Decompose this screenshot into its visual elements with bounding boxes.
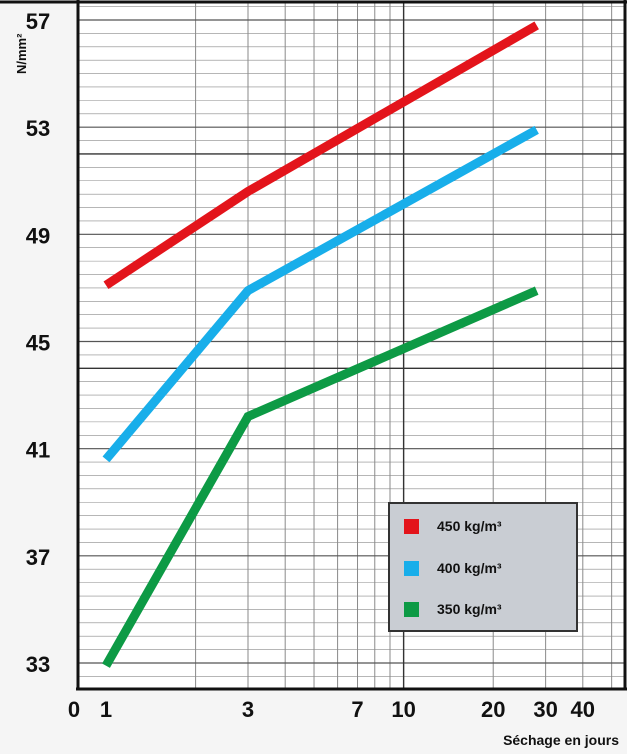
x-tick-label: 30 <box>533 697 557 722</box>
y-tick-label: 53 <box>26 116 50 141</box>
y-tick-label: 37 <box>26 545 50 570</box>
x-tick-label: 7 <box>351 697 363 722</box>
legend-label-350: 350 kg/m³ <box>437 601 502 617</box>
series-line-1 <box>102 125 539 463</box>
y-tick-label: 45 <box>26 331 50 356</box>
y-tick-label: 57 <box>26 9 50 34</box>
x-axis-label: Séchage en jours <box>503 732 619 748</box>
legend-label-400: 400 kg/m³ <box>437 560 502 576</box>
x-tick-label: 20 <box>481 697 505 722</box>
x-tick-label: 3 <box>242 697 254 722</box>
legend-label-450: 450 kg/m³ <box>437 518 502 534</box>
x-tick-label: 0 <box>68 697 80 722</box>
x-tick-label: 40 <box>571 697 595 722</box>
series-line-2 <box>102 286 539 668</box>
legend-swatch-450 <box>404 518 419 534</box>
y-tick-label: 33 <box>26 652 50 677</box>
y-axis-label: N/mm² <box>14 33 29 74</box>
legend-item-350: 350 kg/m³ <box>404 601 502 617</box>
legend-item-450: 450 kg/m³ <box>404 518 502 534</box>
x-tick-label: 1 <box>100 697 112 722</box>
series-line-0 <box>103 21 539 289</box>
x-tick-label: 10 <box>391 697 415 722</box>
legend-swatch-350 <box>404 601 419 617</box>
y-tick-label: 49 <box>26 223 50 248</box>
y-tick-label: 41 <box>26 438 50 463</box>
legend: 450 kg/m³ 400 kg/m³ 350 kg/m³ <box>388 502 578 632</box>
legend-item-400: 400 kg/m³ <box>404 560 502 576</box>
legend-swatch-400 <box>404 560 419 576</box>
